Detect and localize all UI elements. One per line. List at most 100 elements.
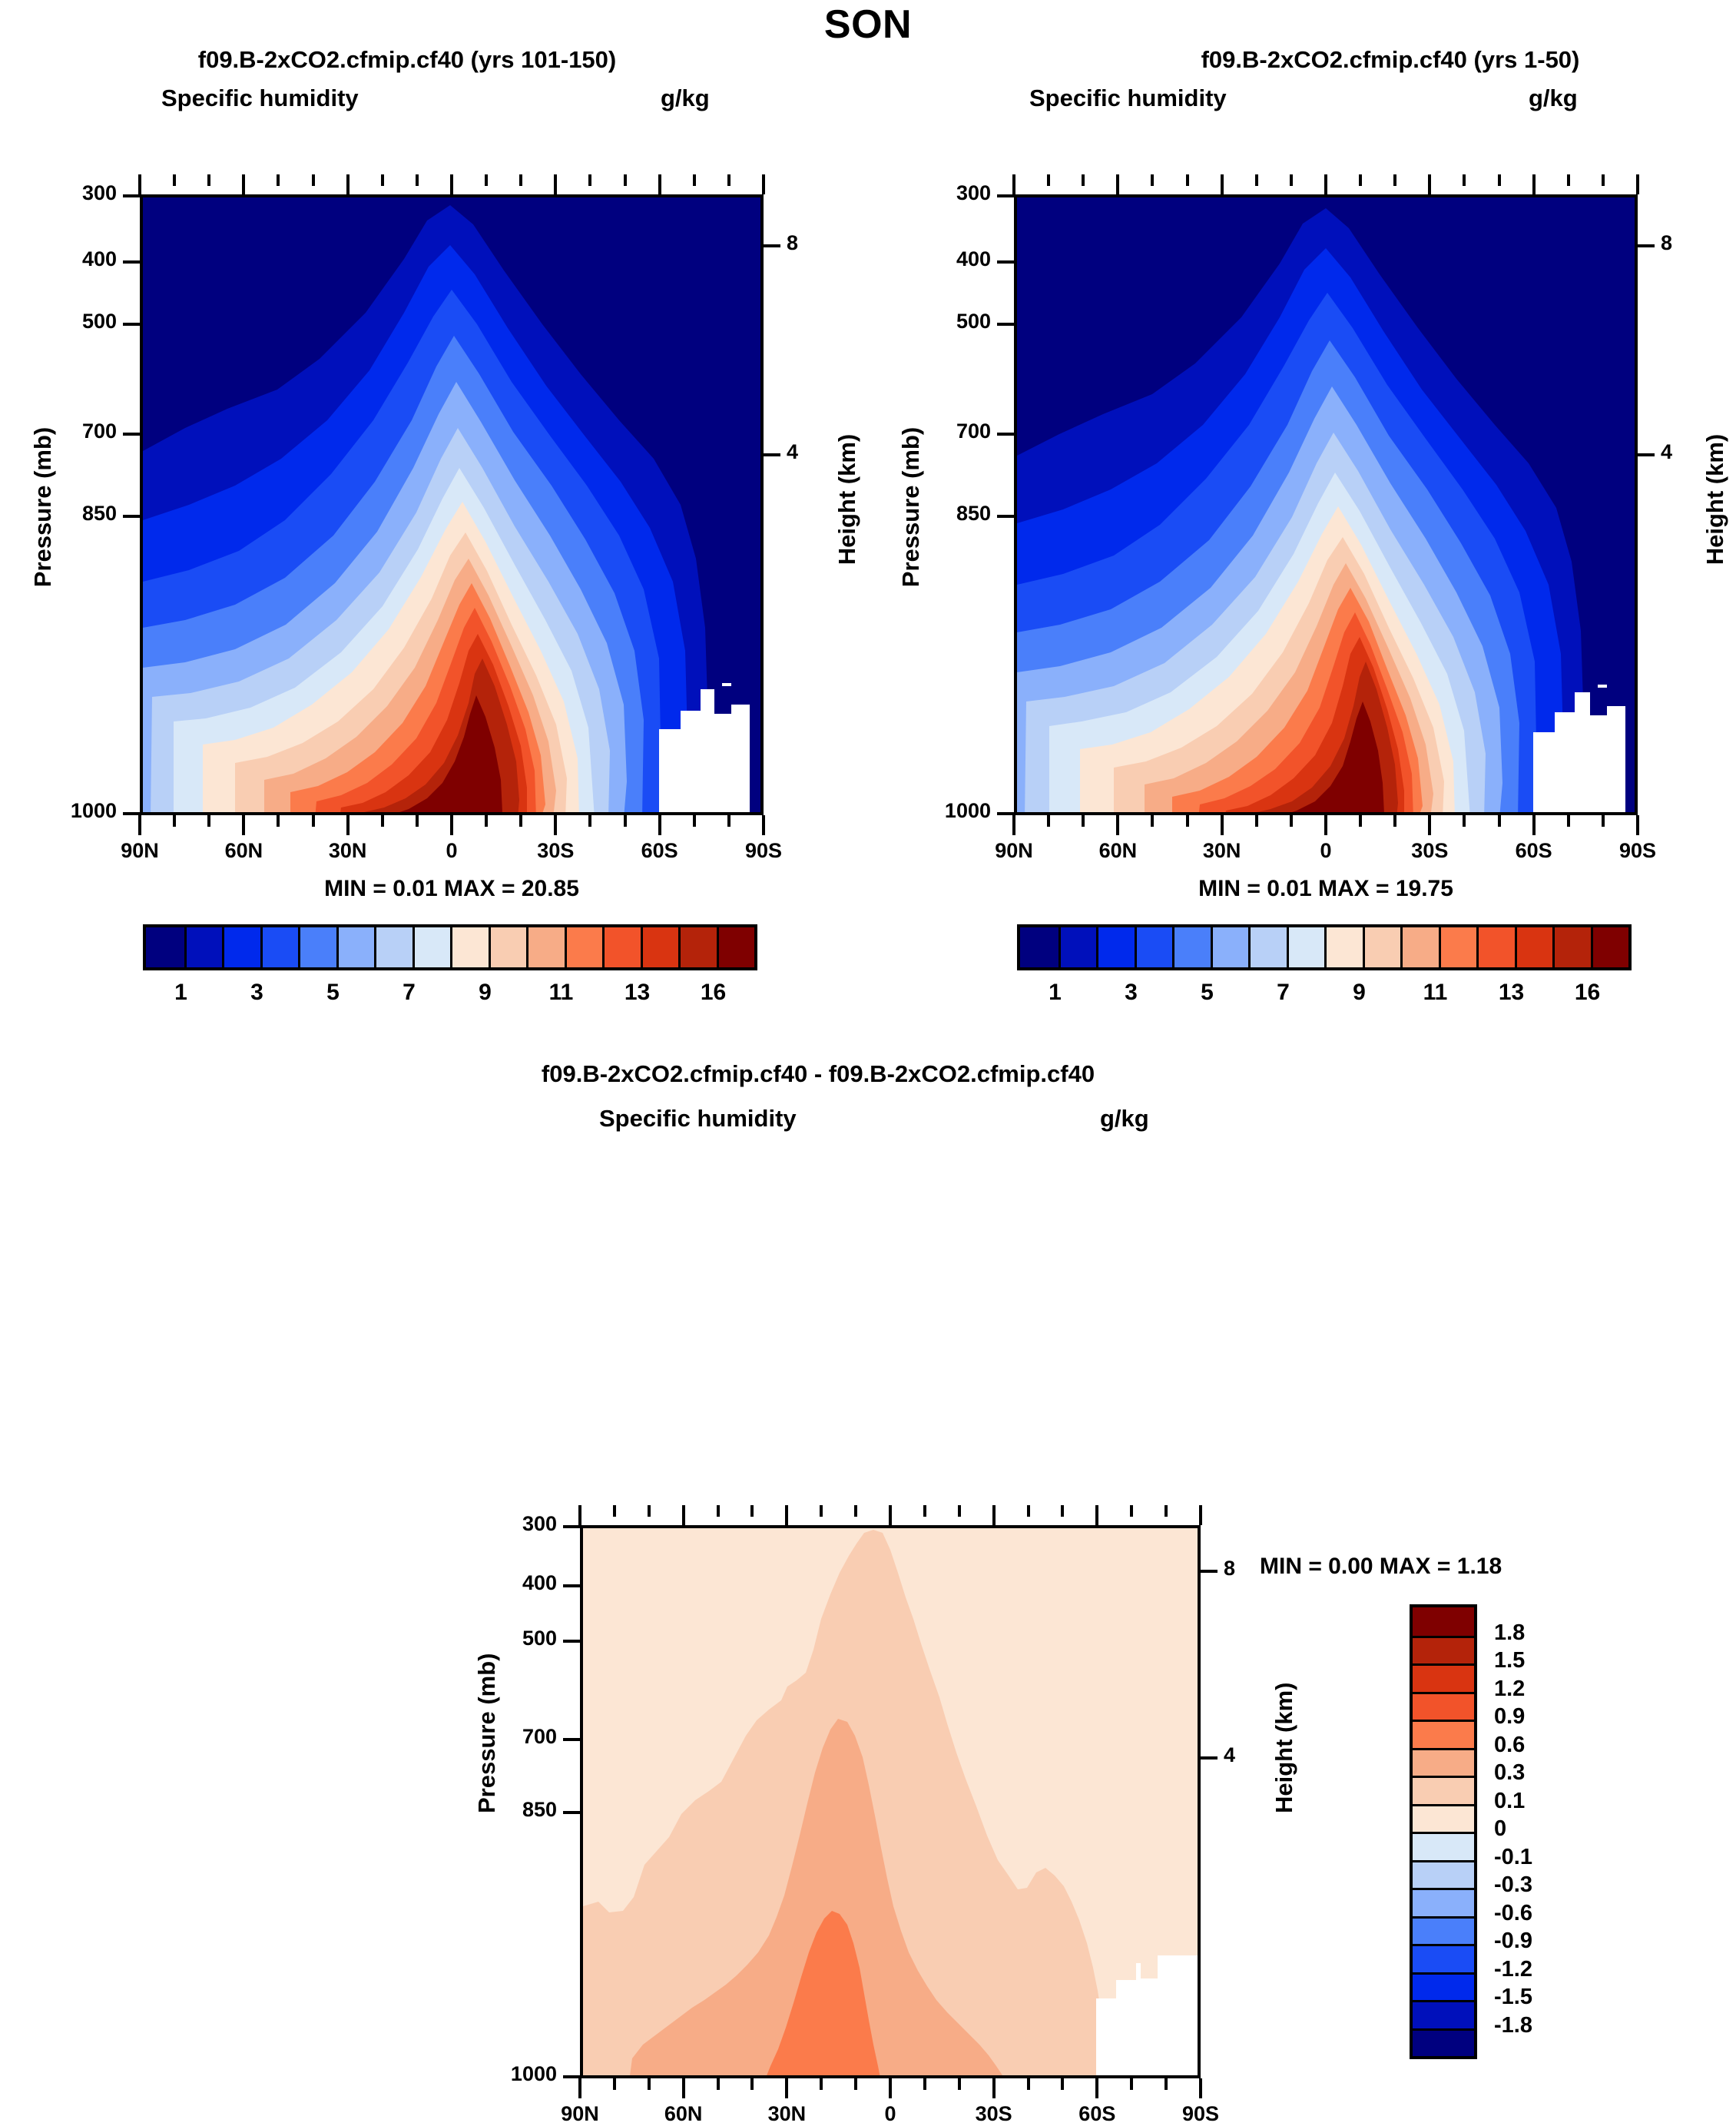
lat-major-tick [1324, 815, 1327, 835]
colorbar-cell [336, 927, 374, 967]
lat-major-tick [658, 815, 661, 835]
ytick-1000: 1000 [510, 2062, 557, 2085]
lat-major-tick-top [658, 174, 661, 194]
colorbar-tick-label: -0.6 [1494, 1900, 1532, 1925]
colorbar-tick-label: 0.3 [1494, 1760, 1526, 1785]
lat-minor-tick-top [1463, 174, 1466, 186]
panel-top-right-units: g/kg [1529, 85, 1578, 111]
colorbar-tick-label: 7 [1277, 980, 1290, 1005]
colorbar-cell [1286, 927, 1324, 967]
colorbar-tick-label: 1.5 [1494, 1648, 1526, 1673]
lat-minor-tick-top [1393, 174, 1397, 186]
y2tick-8: 8 [1661, 231, 1673, 254]
lat-minor-tick [1601, 815, 1605, 827]
panel-top-left-plot[interactable] [140, 194, 764, 815]
colorbar-tick-label: 9 [1353, 980, 1366, 1005]
lat-major-tick-top [1636, 174, 1639, 194]
lat-major-tick [681, 2078, 685, 2098]
panel-top-left-variable: Specific humidity [161, 85, 359, 111]
panel-bottom-title: f09.B-2xCO2.cfmip.cf40 - f09.B-2xCO2.cfm… [541, 1060, 1095, 1087]
lat-major-tick-top [1116, 174, 1120, 194]
colorbar-cell [184, 927, 222, 967]
lat-major-tick-top [346, 174, 350, 194]
colorbar-cell [222, 927, 260, 967]
lat-major-tick [138, 815, 141, 835]
lat-minor-tick-top [854, 1505, 858, 1517]
colorbar-cell [1413, 1691, 1474, 1720]
lat-minor-tick [820, 2078, 823, 2090]
lat-major-tick-top [992, 1505, 996, 1525]
lat-minor-tick-top [207, 174, 211, 186]
lat-minor-tick [1061, 2078, 1065, 2090]
colorbar-top-right[interactable] [1017, 924, 1632, 970]
lat-major-tick [346, 815, 350, 835]
lat-minor-tick-top [415, 174, 419, 186]
ytick-500: 500 [522, 1627, 557, 1650]
lat-tick-label: 60S [1078, 2102, 1116, 2125]
colorbar-cell [298, 927, 336, 967]
colorbar-cell [1413, 2028, 1474, 2056]
ytick-700: 700 [522, 1725, 557, 1748]
lat-major-tick [1532, 815, 1536, 835]
lat-minor-tick-top [1082, 174, 1085, 186]
lat-minor-tick [727, 815, 731, 827]
lat-tick-label: 30N [328, 839, 367, 862]
colorbar-cell [1413, 1859, 1474, 1888]
lat-minor-tick [277, 815, 280, 827]
lat-minor-tick-top [1601, 174, 1605, 186]
panel-top-right-plot[interactable] [1014, 194, 1638, 815]
y2tick-8: 8 [787, 231, 799, 254]
colorbar-cell [1413, 1607, 1474, 1636]
lat-minor-tick [612, 2078, 616, 2090]
season-title: SON [823, 2, 913, 47]
lat-minor-tick [1026, 2078, 1030, 2090]
colorbar-tick-label: -1.2 [1494, 1956, 1532, 1982]
colorbar-cell [564, 927, 602, 967]
colorbar-cell [260, 927, 298, 967]
ytick-700: 700 [956, 420, 991, 443]
lat-minor-tick-top [1497, 174, 1501, 186]
lat-minor-tick-top [311, 174, 315, 186]
lat-major-tick-top [138, 174, 141, 194]
lat-tick-label: 30N [767, 2102, 807, 2125]
colorbar-cell [1413, 1972, 1474, 2000]
lat-minor-tick-top [588, 174, 592, 186]
panel-top-left-title: f09.B-2xCO2.cfmip.cf40 (yrs 101-150) [197, 46, 617, 73]
lat-minor-tick [1289, 815, 1293, 827]
lat-major-tick [889, 2078, 892, 2098]
lat-tick-label: 60S [1515, 839, 1552, 862]
lat-minor-tick-top [692, 174, 696, 186]
lat-minor-tick [1393, 815, 1397, 827]
colorbar-tick-label: -1.5 [1494, 1985, 1532, 2009]
lat-minor-tick-top [1165, 1505, 1168, 1517]
lat-major-tick-top [762, 174, 765, 194]
lat-major-tick-top [1428, 174, 1432, 194]
lat-minor-tick [207, 815, 211, 827]
lat-minor-tick-top [380, 174, 384, 186]
colorbar-bottom[interactable] [1410, 1604, 1477, 2059]
lat-major-tick-top [1095, 1505, 1099, 1525]
colorbar-cell [1552, 927, 1591, 967]
lat-major-tick [992, 2078, 996, 2098]
lat-minor-tick [1566, 815, 1570, 827]
lat-major-tick [1636, 815, 1639, 835]
colorbar-cell [146, 927, 184, 967]
lat-tick-label: 0 [1320, 839, 1332, 862]
lat-tick-label: 90N [995, 839, 1033, 862]
lat-major-tick-top [242, 174, 246, 194]
colorbar-tick-label: 9 [479, 980, 492, 1005]
colorbar-cell [1248, 927, 1287, 967]
lat-major-tick [1012, 815, 1015, 835]
y2tick-4: 4 [1224, 1743, 1236, 1766]
colorbar-cell [1413, 1720, 1474, 1748]
lat-minor-tick-top [727, 174, 731, 186]
colorbar-top-left[interactable] [143, 924, 757, 970]
lat-minor-tick-top [519, 174, 523, 186]
colorbar-cell [1400, 927, 1439, 967]
lat-tick-label: 30S [975, 2102, 1012, 2125]
colorbar-cell [1413, 1888, 1474, 1916]
colorbar-tick-label: 16 [1574, 980, 1601, 1005]
colorbar-cell [1058, 927, 1096, 967]
panel-bottom-variable: Specific humidity [599, 1105, 797, 1132]
panel-bottom-plot[interactable] [580, 1525, 1201, 2078]
